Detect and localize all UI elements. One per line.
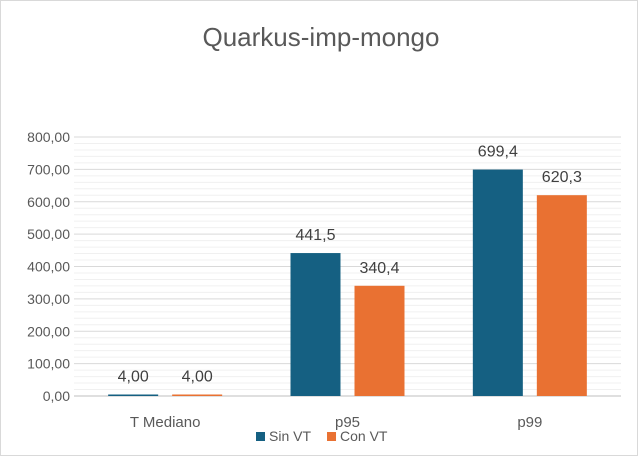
data-label: 4,00 [182, 369, 213, 386]
y-tick-label: 300,00 [27, 291, 70, 307]
y-tick-label: 100,00 [27, 356, 70, 372]
bar [172, 394, 223, 396]
data-label: 441,5 [295, 227, 335, 244]
legend-swatch [327, 432, 337, 441]
legend-label: Sin VT [269, 428, 311, 444]
y-tick-label: 800,00 [27, 129, 70, 145]
bar [536, 195, 587, 396]
x-tick-label: p99 [517, 414, 542, 431]
data-label: 620,3 [542, 169, 582, 186]
y-tick-label: 0,00 [43, 388, 70, 404]
y-tick-label: 400,00 [27, 259, 70, 275]
data-label: 340,4 [359, 260, 399, 277]
data-label: 4,00 [118, 369, 149, 386]
bars: 4,00 4,00 441,5 340,4 699,4 620,3 [108, 144, 587, 396]
gridlines [74, 136, 621, 397]
y-axis: 0,00 100,00 200,00 300,00 400,00 500,00 600,00… [27, 129, 70, 404]
x-tick-label: T Mediano [130, 414, 201, 431]
bar [108, 394, 159, 396]
y-tick-label: 500,00 [27, 226, 70, 242]
bar [290, 253, 341, 396]
chart-title: Quarkus-imp-mongo [203, 22, 440, 52]
y-tick-label: 600,00 [27, 194, 70, 210]
x-axis: T Mediano p95 p99 [130, 414, 542, 431]
y-tick-label: 200,00 [27, 323, 70, 339]
y-tick-label: 700,00 [27, 161, 70, 177]
legend: Sin VT Con VT [256, 428, 388, 444]
legend-label: Con VT [340, 428, 388, 444]
legend-swatch [256, 432, 265, 441]
bar [354, 285, 405, 396]
bar [472, 169, 523, 396]
data-label: 699,4 [478, 144, 518, 161]
x-tick-label: p95 [335, 414, 360, 431]
